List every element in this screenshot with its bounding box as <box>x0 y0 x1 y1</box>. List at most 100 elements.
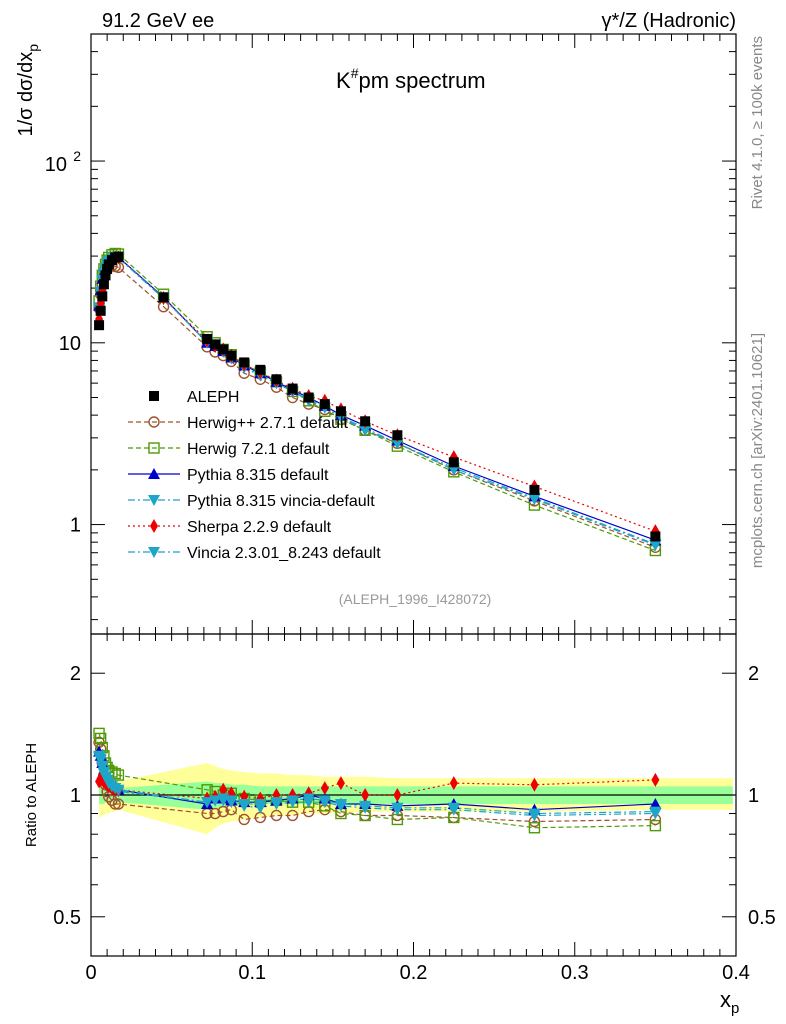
ratio-marker-herwigpp <box>209 807 221 820</box>
ratio-marker-sherpa <box>530 777 539 792</box>
chart-title-main: K <box>336 68 351 93</box>
marker-aleph <box>287 383 298 394</box>
marker-aleph <box>97 291 108 302</box>
legend: ALEPH Herwig++ 2.7.1 default Herwig 7.2.1 … <box>128 389 381 562</box>
ratio-marker-vincia <box>270 797 283 809</box>
legend-marker-herwig7 <box>148 442 160 454</box>
marker-aleph <box>335 406 346 417</box>
series-line-herwigpp <box>98 265 656 548</box>
ratio-marker-sherpa <box>219 782 228 797</box>
ratio-marker-vincia <box>528 808 541 820</box>
marker-aleph <box>202 333 213 344</box>
x-tick-label: 0.2 <box>400 962 428 984</box>
ratio-marker-vincia <box>94 753 107 765</box>
marker-vincia <box>528 493 541 505</box>
ratio-marker-herwig7 <box>649 819 662 832</box>
ratio-marker-vincia <box>286 795 299 807</box>
marker-vincia <box>649 539 662 551</box>
ratio-marker-sherpa <box>336 776 345 791</box>
y-axis-label: 1/σ dσ/dxp <box>15 44 41 137</box>
legend-marker-sherpa <box>150 519 158 533</box>
ratio-marker-herwig7 <box>112 769 125 781</box>
marker-aleph <box>226 350 237 361</box>
legend-marker-vincia <box>148 547 160 558</box>
process-label: γ*/Z (Hadronic) <box>602 10 736 32</box>
marker-aleph <box>94 320 105 331</box>
marker-aleph <box>392 430 403 441</box>
ratio-marker-vincia <box>209 795 222 807</box>
legend-marker-aleph <box>149 391 159 401</box>
x-axis-label: xp <box>720 987 739 1017</box>
marker-aleph <box>98 279 109 290</box>
legend-marker-pythia_vincia <box>148 495 160 506</box>
ratio-marker-vincia <box>96 760 109 772</box>
legend-label-herwigpp: Herwig++ 2.7.1 default <box>187 415 349 432</box>
ratio-marker-sherpa <box>393 788 402 802</box>
ratio-y-axis-label: Ratio to ALEPH <box>23 743 40 847</box>
marker-aleph <box>319 399 330 410</box>
chart-title: K#pm spectrum <box>336 65 486 93</box>
marker-aleph <box>650 531 661 542</box>
y-tick-label-10: 10 <box>59 333 81 355</box>
legend-label-pythia: Pythia 8.315 default <box>187 467 329 484</box>
marker-aleph <box>113 251 124 262</box>
ratio-marker-herwigpp <box>217 805 229 818</box>
marker-aleph <box>448 457 459 468</box>
ratio-marker-vincia <box>201 797 214 809</box>
ratio-marker-vincia <box>649 806 662 818</box>
ratio-marker-vincia <box>447 802 460 814</box>
marker-aleph <box>271 374 282 385</box>
ratio-marker-herwigpp <box>270 809 283 822</box>
marker-aleph <box>239 357 250 368</box>
series-line-pythia_vincia <box>98 256 656 546</box>
x-tick-label: 0.3 <box>561 962 589 984</box>
ratio-marker-sherpa <box>449 776 458 791</box>
ratio-marker-sherpa <box>361 788 370 802</box>
marker-aleph <box>210 339 221 350</box>
ratio-marker-pythia <box>649 798 662 810</box>
marker-aleph <box>255 364 266 375</box>
rivet-label: Rivet 4.1.0, ≥ 100k events <box>749 36 766 209</box>
legend-marker-herwigpp <box>148 416 160 428</box>
ratio-y-tick-label-left: 2 <box>70 663 81 685</box>
legend-label-aleph: ALEPH <box>187 389 239 406</box>
ratio-marker-herwigpp <box>112 798 125 810</box>
marker-aleph <box>158 292 169 303</box>
x-axis-label-main: x <box>720 987 731 1012</box>
ratio-marker-vincia <box>318 795 331 807</box>
ratio-marker-herwigpp <box>106 794 118 807</box>
ratio-marker-herwigpp <box>286 809 299 822</box>
ratio-panel: 0.5 0.5 1 1 2 2 0 0.1 0.2 0.3 0.4 xp Ratio to ALEPH <box>23 633 776 1017</box>
marker-aleph <box>95 305 106 316</box>
ratio-y-tick-label-left: 0.5 <box>53 907 81 929</box>
ratio-marker-vincia <box>302 793 315 805</box>
chart-title-rest: pm spectrum <box>358 68 485 93</box>
ratio-marker-sherpa <box>320 781 329 796</box>
x-tick-label: 0.4 <box>722 962 750 984</box>
series-line-pythia <box>98 255 656 541</box>
ratio-marker-herwig7 <box>528 822 541 834</box>
y-axis-label-sub: p <box>25 44 41 52</box>
ratio-marker-vincia <box>254 799 267 811</box>
y-tick-label-100: 10 <box>45 154 67 176</box>
legend-label-vincia: Vincia 2.3.01_8.243 default <box>187 545 381 562</box>
mcplots-label: mcplots.cern.ch [arXiv:2401.10621] <box>749 333 766 568</box>
marker-aleph <box>360 416 371 427</box>
marker-aleph <box>303 392 314 403</box>
ratio-marker-sherpa <box>651 772 660 787</box>
analysis-label: (ALEPH_1996_I428072) <box>339 591 492 607</box>
legend-label-herwig7: Herwig 7.2.1 default <box>187 441 330 458</box>
ratio-y-tick-label-right: 1 <box>748 785 759 807</box>
ratio-y-tick-label-left: 1 <box>70 785 81 807</box>
x-tick-label: 0 <box>85 962 96 984</box>
ratio-marker-herwigpp <box>238 813 250 826</box>
y-tick-label-100-exp: 2 <box>73 148 81 164</box>
x-tick-label: 0.1 <box>238 962 266 984</box>
ratio-marker-vincia <box>238 799 251 811</box>
series-line-sherpa <box>98 256 656 532</box>
marker-vincia <box>391 438 404 450</box>
ratio-y-tick-label-right: 2 <box>748 663 759 685</box>
series-line-vincia <box>98 256 656 545</box>
ratio-marker-vincia <box>225 795 238 807</box>
